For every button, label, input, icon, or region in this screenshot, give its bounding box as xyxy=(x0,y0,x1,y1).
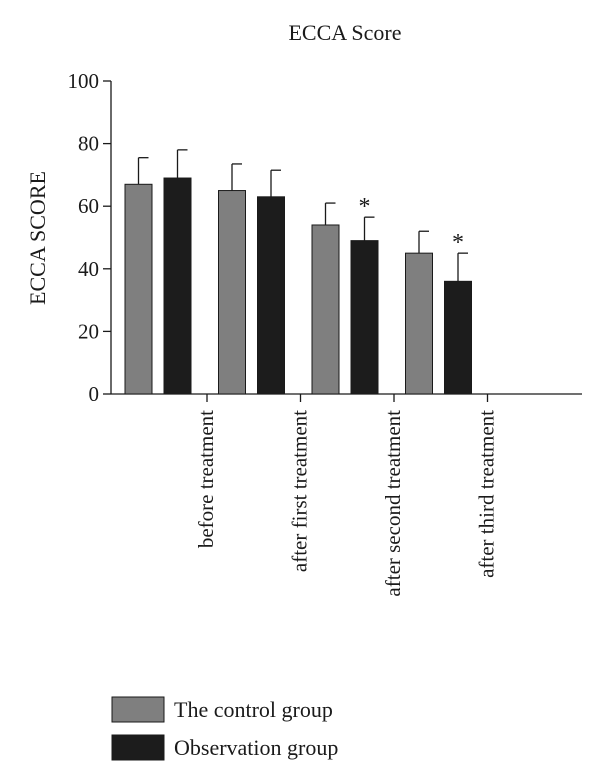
legend-swatch xyxy=(111,696,165,723)
y-tick-label: 40 xyxy=(78,257,99,281)
legend-label: The control group xyxy=(174,697,333,722)
x-category-label: after second treatment xyxy=(381,410,405,597)
y-axis-label: ECCA SCORE xyxy=(25,171,50,305)
legend: The control group Observation group xyxy=(111,696,338,761)
legend-label: Observation group xyxy=(174,735,338,760)
bar-control-group xyxy=(124,183,153,395)
x-category-label: after first treatment xyxy=(288,410,312,572)
x-category-label: before treatment xyxy=(194,410,218,548)
y-tick-label: 20 xyxy=(78,319,99,343)
error-bars: ** xyxy=(137,149,468,282)
significance-marker: * xyxy=(359,194,371,220)
x-category-label: after third treatment xyxy=(475,410,499,578)
bar-control-group xyxy=(405,252,433,395)
y-tick-label: 0 xyxy=(89,382,100,406)
bar-control-group xyxy=(218,190,246,395)
y-tick-label: 80 xyxy=(78,132,99,156)
bars xyxy=(124,177,472,395)
significance-marker: * xyxy=(452,230,464,256)
bar-observation-group xyxy=(257,196,285,395)
bar-observation-group xyxy=(163,177,192,395)
chart-title: ECCA Score xyxy=(288,20,401,45)
category-labels: before treatment after first treatment aft… xyxy=(194,410,499,597)
legend-swatch xyxy=(111,734,165,761)
bar-control-group xyxy=(311,224,340,395)
bar-observation-group xyxy=(444,280,472,395)
bar-observation-group xyxy=(350,240,379,395)
axes: 0 20 40 60 80 100 xyxy=(68,69,582,406)
y-tick-label: 100 xyxy=(68,69,100,93)
y-tick-label: 60 xyxy=(78,194,99,218)
